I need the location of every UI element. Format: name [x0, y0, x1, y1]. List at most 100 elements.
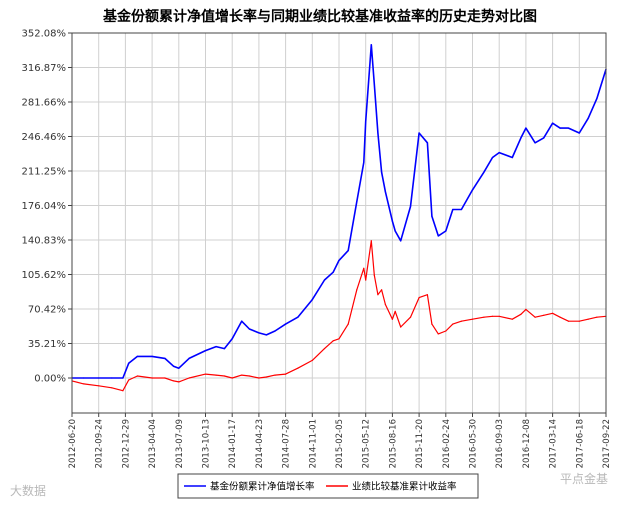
- data-point-benchmark: [188, 377, 190, 379]
- data-point-benchmark: [596, 316, 598, 318]
- data-point-fund: [332, 271, 334, 273]
- y-tick-label: 211.25%: [22, 167, 67, 178]
- x-tick-label: 2016-02-24: [442, 419, 452, 468]
- data-point-fund: [431, 215, 433, 217]
- data-point-benchmark: [587, 318, 589, 320]
- data-point-benchmark: [525, 308, 527, 310]
- x-tick-label: 2015-05-12: [362, 419, 372, 468]
- x-tick-label: 2014-01-17: [228, 419, 238, 468]
- y-tick-label: 0.00%: [34, 374, 66, 385]
- data-point-fund: [188, 357, 190, 359]
- data-point-benchmark: [511, 318, 513, 320]
- data-point-benchmark: [136, 375, 138, 377]
- data-point-benchmark: [520, 313, 522, 315]
- y-tick-label: 70.42%: [28, 305, 66, 316]
- data-point-benchmark: [534, 316, 536, 318]
- x-tick-label: 2015-11-20: [415, 419, 425, 468]
- data-point-fund: [578, 132, 580, 134]
- data-point-benchmark: [172, 380, 175, 382]
- data-point-benchmark: [426, 294, 428, 296]
- data-point-benchmark: [265, 376, 267, 378]
- data-point-fund: [122, 377, 124, 379]
- data-point-fund: [231, 338, 233, 340]
- data-point-benchmark: [111, 387, 113, 389]
- data-point-fund: [394, 230, 396, 232]
- watermark-left: 大数据: [10, 483, 46, 498]
- data-point-benchmark: [297, 367, 299, 369]
- data-point-benchmark: [394, 310, 396, 312]
- data-point-fund: [347, 250, 349, 252]
- data-point-fund: [460, 208, 462, 211]
- data-point-fund: [297, 316, 299, 318]
- data-point-benchmark: [258, 377, 260, 379]
- x-tick-label: 2014-11-01: [308, 419, 318, 468]
- data-point-fund: [543, 137, 545, 139]
- data-point-benchmark: [241, 374, 243, 376]
- data-point-fund: [596, 98, 598, 100]
- data-point-fund: [471, 189, 474, 191]
- data-point-fund: [491, 156, 494, 159]
- data-point-fund: [370, 44, 372, 46]
- data-point-benchmark: [384, 303, 386, 306]
- data-point-benchmark: [164, 377, 166, 379]
- data-point-fund: [525, 127, 527, 129]
- data-point-benchmark: [373, 274, 375, 276]
- x-tick-label: 2015-08-16: [388, 419, 398, 468]
- x-tick-label: 2015-02-05: [335, 419, 345, 468]
- data-point-fund: [391, 220, 393, 222]
- data-point-fund: [111, 377, 113, 379]
- data-point-benchmark: [559, 316, 561, 318]
- data-point-fund: [377, 132, 379, 134]
- data-point-fund: [83, 377, 85, 379]
- data-point-fund: [511, 156, 513, 159]
- data-point-fund: [437, 235, 439, 237]
- data-point-benchmark: [98, 385, 100, 387]
- y-tick-label: 246.46%: [22, 132, 67, 143]
- plot-frame: [71, 32, 607, 414]
- y-axis: 0.00% 35.21% 70.42% 105.62% 140.83% 176.04% 21…: [22, 29, 72, 385]
- data-point-fund: [445, 230, 447, 232]
- data-point-benchmark: [215, 374, 217, 376]
- data-point-benchmark: [543, 314, 545, 316]
- data-point-benchmark: [356, 289, 358, 291]
- data-point-benchmark: [311, 359, 313, 361]
- data-point-fund: [483, 171, 485, 173]
- y-tick-label: 352.08%: [22, 29, 67, 40]
- data-point-fund: [587, 117, 589, 119]
- watermark: 大数据 平点金基: [10, 471, 608, 498]
- data-point-benchmark: [400, 326, 402, 328]
- data-point-fund: [559, 127, 561, 129]
- data-point-benchmark: [363, 267, 365, 269]
- data-point-fund: [323, 279, 326, 281]
- data-point-benchmark: [285, 373, 287, 375]
- x-tick-label: 2017-09-22: [602, 419, 612, 468]
- y-tick-label: 316.87%: [22, 63, 67, 74]
- data-point-benchmark: [323, 348, 326, 350]
- y-tick-label: 35.21%: [28, 339, 66, 350]
- data-point-benchmark: [381, 289, 383, 291]
- data-point-fund: [265, 334, 267, 336]
- data-point-fund: [338, 259, 340, 261]
- data-point-fund: [426, 142, 428, 144]
- data-point-fund: [164, 357, 166, 359]
- x-tick-label: 2012-12-29: [121, 419, 131, 468]
- data-point-benchmark: [122, 390, 124, 392]
- data-point-benchmark: [248, 375, 250, 377]
- data-point-benchmark: [370, 240, 372, 242]
- data-point-fund: [285, 323, 287, 325]
- data-point-fund: [311, 299, 313, 301]
- data-point-fund: [498, 152, 500, 154]
- x-tick-label: 2014-07-28: [282, 419, 292, 468]
- data-point-benchmark: [418, 297, 420, 299]
- data-point-benchmark: [498, 315, 500, 317]
- data-point-fund: [520, 137, 522, 139]
- data-point-fund: [248, 328, 250, 330]
- data-point-fund: [215, 346, 217, 348]
- data-point-fund: [356, 201, 358, 203]
- series-layer: [71, 43, 607, 392]
- data-point-benchmark: [578, 320, 580, 322]
- data-point-fund: [552, 122, 554, 124]
- data-point-benchmark: [445, 330, 447, 332]
- data-point-fund: [223, 348, 225, 350]
